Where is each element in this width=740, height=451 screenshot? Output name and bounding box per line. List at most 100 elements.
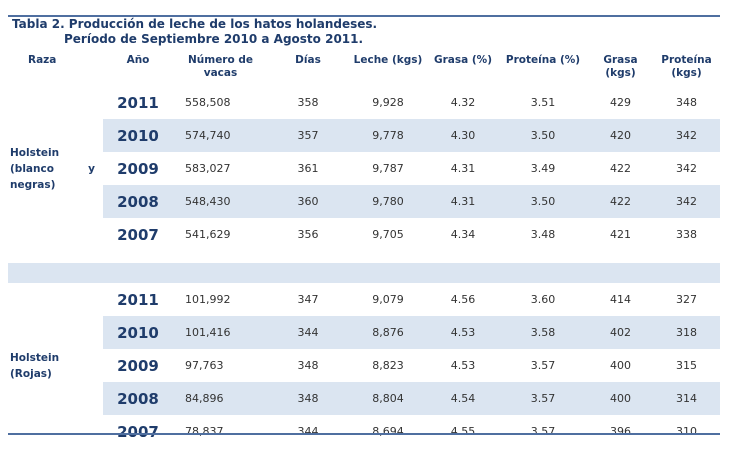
table-row: 2009 583,027 361 9,787 4.31 3.49 422 342 [8,152,720,185]
cell-proteina-pct: 3.57 [498,382,588,415]
cell-proteina-kgs: 342 [653,185,720,218]
cell-dias: 356 [297,228,319,241]
cell-leche: 8,694 [372,425,404,438]
cell-anio: 2008 [103,185,173,218]
cell-grasa-pct: 4.55 [450,425,476,438]
table-caption: Tabla 2. Producción de leche de los hato… [12,17,377,47]
cell-dias: 344 [297,425,319,438]
cell-grasa-kgs: 414 [610,293,631,306]
cell-proteina-pct: 3.57 [530,425,556,438]
col-header-numero-vacas: Número de vacas [187,54,253,79]
cell-grasa-pct: 4.30 [428,119,498,152]
cell-grasa-pct: 4.34 [450,228,476,241]
col-header-proteina-kgs: Proteína (kgs) [661,54,712,79]
cell-grasa-kgs: 422 [610,162,631,175]
breed-label-line: (Rojas) [10,367,52,380]
cell-numero-vacas: 97,763 [185,359,224,372]
cell-grasa-kgs: 400 [588,382,653,415]
cell-proteina-kgs: 348 [676,96,697,109]
cell-grasa-pct: 4.54 [428,382,498,415]
table-body: Holstein (blanco negras) y 2011 558,508 358 9,9… [8,86,720,448]
col-header-anio: Año [126,54,150,66]
table-row: Holstein (Rojas) 2011 101,992 347 9,079 4.56 3.… [8,283,720,448]
col-header-dias: Días [295,54,321,66]
cell-numero-vacas: 558,508 [185,96,231,109]
cell-proteina-kgs: 338 [676,228,697,241]
table-row: 2007 78,837 344 8,694 4.55 3.57 396 310 [8,415,720,448]
cell-grasa-kgs: 402 [588,316,653,349]
cell-leche: 9,705 [372,228,404,241]
cell-anio: 2007 [117,422,159,441]
breed-label-wrap: Holstein (Rojas) [10,350,101,382]
cell-grasa-kgs: 421 [610,228,631,241]
cell-proteina-pct: 3.50 [498,119,588,152]
cell-numero-vacas: 541,629 [185,228,231,241]
cell-grasa-pct: 4.31 [450,162,476,175]
cell-anio: 2011 [117,93,159,112]
cell-grasa-kgs: 420 [588,119,653,152]
group-spacer-white [8,251,720,263]
table-row: 2008 84,896 348 8,804 4.54 3.57 400 314 [8,382,720,415]
caption-line-2: Período de Septiembre 2010 a Agosto 2011… [64,32,364,46]
breed-label-connector: y [88,162,95,175]
cell-proteina-kgs: 310 [676,425,697,438]
cell-grasa-pct: 4.31 [428,185,498,218]
cell-anio: 2009 [117,356,159,375]
cell-anio: 2007 [117,225,159,244]
cell-anio: 2009 [117,159,159,178]
cell-proteina-pct: 3.48 [530,228,556,241]
cell-numero-vacas: 548,430 [173,185,268,218]
breed-label: Holstein (Rojas) [8,283,103,448]
table-row: 2010 101,416 344 8,876 4.53 3.58 402 318 [8,316,720,349]
cell-proteina-kgs: 327 [676,293,697,306]
cell-leche: 9,079 [372,293,404,306]
table-row: Holstein (blanco negras) y 2011 558,508 358 9,9… [8,86,720,251]
cell-anio: 2011 [117,290,159,309]
cell-leche: 8,804 [348,382,428,415]
table-row: 2009 97,763 348 8,823 4.53 3.57 400 315 [8,349,720,382]
cell-grasa-kgs: 429 [610,96,631,109]
cell-proteina-kgs: 342 [676,162,697,175]
col-header-grasa-kgs: Grasa (kgs) [603,54,638,79]
cell-grasa-pct: 4.53 [450,359,476,372]
cell-grasa-kgs: 400 [610,359,631,372]
breed-label-wrap: Holstein (blanco negras) y [10,145,101,193]
breed-label-line: Holstein [10,351,60,364]
cell-proteina-kgs: 314 [653,382,720,415]
cell-proteina-pct: 3.49 [530,162,556,175]
cell-grasa-kgs: 396 [610,425,631,438]
table-row: 2007 541,629 356 9,705 4.34 3.48 421 338 [8,218,720,251]
cell-dias: 348 [268,382,348,415]
table-row: 2010 574,740 357 9,778 4.30 3.50 420 342 [8,119,720,152]
cell-numero-vacas: 78,837 [185,425,224,438]
group-spacer-band [8,263,720,283]
cell-anio: 2010 [103,119,173,152]
col-header-raza: Raza [28,54,57,66]
spacer-cell [8,251,720,263]
cell-numero-vacas: 101,416 [173,316,268,349]
cell-dias: 360 [268,185,348,218]
cell-dias: 358 [297,96,319,109]
cell-proteina-pct: 3.50 [498,185,588,218]
cell-leche: 9,778 [348,119,428,152]
cell-dias: 357 [268,119,348,152]
breed-label-line: (blanco [10,162,54,175]
cell-proteina-pct: 3.58 [498,316,588,349]
cell-proteina-pct: 3.51 [530,96,556,109]
cell-grasa-pct: 4.32 [450,96,476,109]
cell-dias: 361 [297,162,319,175]
breed-label: Holstein (blanco negras) y [8,86,103,251]
breed-label-line: negras) [10,178,56,191]
table-row: 2008 548,430 360 9,780 4.31 3.50 422 342 [8,185,720,218]
cell-leche: 8,876 [348,316,428,349]
col-header-grasa-pct: Grasa (%) [434,54,492,66]
cell-leche: 9,928 [372,96,404,109]
cell-proteina-pct: 3.60 [530,293,556,306]
cell-dias: 344 [268,316,348,349]
col-header-leche: Leche (kgs) [353,54,423,66]
caption-line-1: Tabla 2. Producción de leche de los hato… [12,17,378,31]
cell-proteina-kgs: 315 [676,359,697,372]
cell-numero-vacas: 101,992 [185,293,231,306]
cell-numero-vacas: 583,027 [185,162,231,175]
cell-anio: 2010 [103,316,173,349]
